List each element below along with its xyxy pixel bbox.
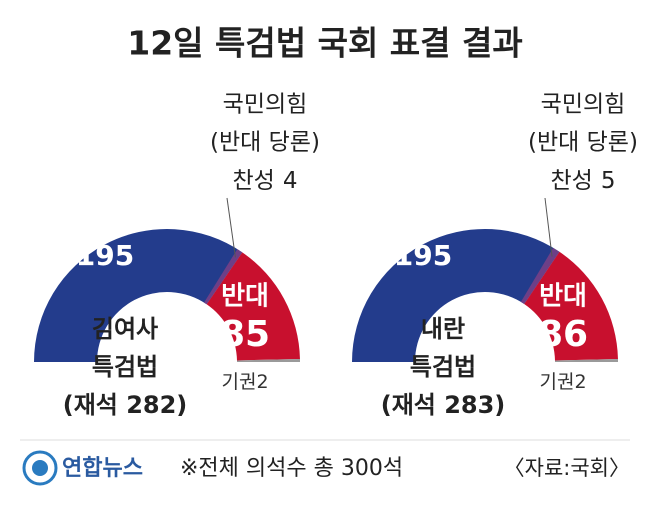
value-label: 85 [220, 314, 270, 355]
segment [34, 229, 243, 362]
chart-label: (재석 283) [381, 391, 506, 419]
annotation-number: 4 [283, 168, 298, 194]
annotation-text: (반대 당론) [528, 130, 638, 156]
annotation-text: 국민의힘 [541, 92, 626, 118]
chart-label: 특검법 [410, 353, 476, 381]
value-label: 2 [256, 371, 268, 393]
source: 〈자료:국회〉 [504, 456, 630, 480]
segment-label: 찬성 [399, 207, 447, 237]
title: 12일 특검법 국회 표결 결과 [127, 24, 522, 63]
annotation-label: 찬성 [233, 168, 275, 194]
segment [206, 252, 300, 361]
value-label: 86 [538, 314, 588, 355]
logo-text: 연합뉴스 [62, 455, 143, 481]
value-label: 195 [76, 239, 134, 272]
chart-label: 김여사 [92, 315, 158, 343]
segment [524, 251, 618, 361]
segment-label: 찬성 [81, 207, 129, 237]
annotation-label: 찬성 [551, 168, 593, 194]
leader-line [544, 197, 553, 257]
value-label: 195 [394, 239, 452, 272]
segment-label: 반대 [221, 282, 269, 312]
annotation-value: 찬성 4 [233, 168, 298, 194]
abstain-label: 기권2 [221, 371, 268, 393]
segment-label: 반대 [539, 282, 587, 312]
annotated-segment [520, 247, 560, 304]
logo-icon [22, 450, 58, 486]
chart-label: 특검법 [92, 353, 158, 381]
chart-label: (재석 282) [63, 391, 188, 419]
segment-label: 기권 [539, 371, 574, 393]
segment [554, 359, 618, 362]
annotated-segment [204, 249, 243, 305]
abstain-label: 기권2 [539, 371, 586, 393]
segment [236, 359, 300, 362]
value-label: 2 [574, 371, 586, 393]
note: ※전체 의석수 총 300석 [180, 456, 403, 481]
segment [352, 228, 560, 362]
segment-label: 기권 [221, 371, 256, 393]
annotation-value: 찬성 5 [551, 168, 616, 194]
annotation-number: 5 [601, 168, 616, 194]
chart-label: 내란 [421, 315, 465, 343]
logo-dot [32, 460, 48, 476]
leader-line [226, 197, 236, 258]
annotation-text: (반대 당론) [210, 130, 320, 156]
annotation-text: 국민의힘 [223, 92, 308, 118]
